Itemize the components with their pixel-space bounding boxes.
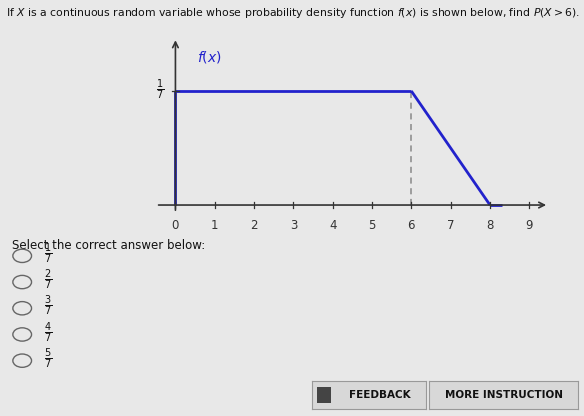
- Text: $\frac{5}{7}$: $\frac{5}{7}$: [44, 347, 52, 371]
- Text: 1: 1: [211, 219, 218, 233]
- Text: FEEDBACK: FEEDBACK: [349, 390, 411, 400]
- Text: 2: 2: [251, 219, 258, 233]
- Text: $\frac{2}{7}$: $\frac{2}{7}$: [44, 268, 52, 292]
- Text: 3: 3: [290, 219, 297, 233]
- Text: $\frac{4}{7}$: $\frac{4}{7}$: [44, 320, 52, 344]
- Text: Select the correct answer below:: Select the correct answer below:: [12, 239, 205, 252]
- Text: If $X$ is a continuous random variable whose probability density function $f(x)$: If $X$ is a continuous random variable w…: [6, 6, 580, 20]
- Text: 6: 6: [408, 219, 415, 233]
- Text: MORE INSTRUCTION: MORE INSTRUCTION: [444, 390, 563, 400]
- Text: 7: 7: [447, 219, 454, 233]
- Bar: [317, 387, 331, 403]
- Text: 9: 9: [526, 219, 533, 233]
- Text: 8: 8: [486, 219, 493, 233]
- Text: 5: 5: [369, 219, 376, 233]
- Text: 4: 4: [329, 219, 336, 233]
- Text: 0: 0: [172, 219, 179, 233]
- Text: $\frac{3}{7}$: $\frac{3}{7}$: [44, 294, 52, 318]
- Text: $\frac{1}{7}$: $\frac{1}{7}$: [44, 242, 52, 266]
- Text: $f(x)$: $f(x)$: [197, 49, 222, 65]
- Text: $\frac{1}{7}$: $\frac{1}{7}$: [157, 77, 165, 102]
